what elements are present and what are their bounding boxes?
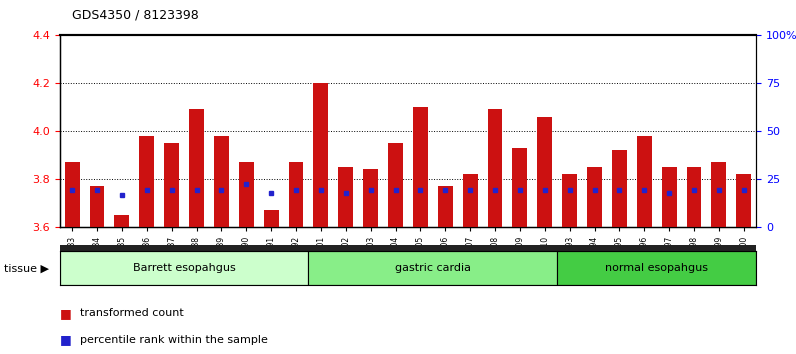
Text: gastric cardia: gastric cardia	[395, 263, 470, 273]
Bar	[214, 136, 228, 227]
Bar	[363, 169, 378, 227]
Bar	[308, 251, 557, 285]
Bar	[314, 83, 328, 227]
Bar	[686, 167, 701, 227]
Bar	[487, 109, 502, 227]
Text: ■: ■	[60, 307, 72, 320]
Bar	[239, 162, 254, 227]
Text: normal esopahgus: normal esopahgus	[605, 263, 708, 273]
Bar	[712, 162, 726, 227]
Text: ■: ■	[60, 333, 72, 346]
Bar	[413, 107, 427, 227]
Bar	[189, 109, 204, 227]
Bar	[263, 210, 279, 227]
Text: transformed count: transformed count	[80, 308, 183, 318]
Text: tissue ▶: tissue ▶	[4, 263, 49, 273]
Bar	[338, 167, 353, 227]
Bar	[64, 162, 80, 227]
Text: Barrett esopahgus: Barrett esopahgus	[133, 263, 236, 273]
Bar	[557, 251, 756, 285]
Bar	[513, 148, 527, 227]
Bar	[612, 150, 626, 227]
Bar	[388, 143, 403, 227]
Bar	[562, 174, 577, 227]
Bar	[139, 136, 154, 227]
Bar	[288, 162, 303, 227]
Bar	[661, 167, 677, 227]
Bar	[438, 186, 453, 227]
Bar	[537, 116, 552, 227]
Bar	[587, 167, 602, 227]
Bar	[89, 186, 104, 227]
Bar	[736, 174, 751, 227]
Text: GDS4350 / 8123398: GDS4350 / 8123398	[72, 9, 198, 22]
Text: percentile rank within the sample: percentile rank within the sample	[80, 335, 267, 345]
Bar	[60, 251, 308, 285]
Bar	[462, 174, 478, 227]
Bar	[115, 215, 129, 227]
Bar	[637, 136, 652, 227]
Bar	[164, 143, 179, 227]
